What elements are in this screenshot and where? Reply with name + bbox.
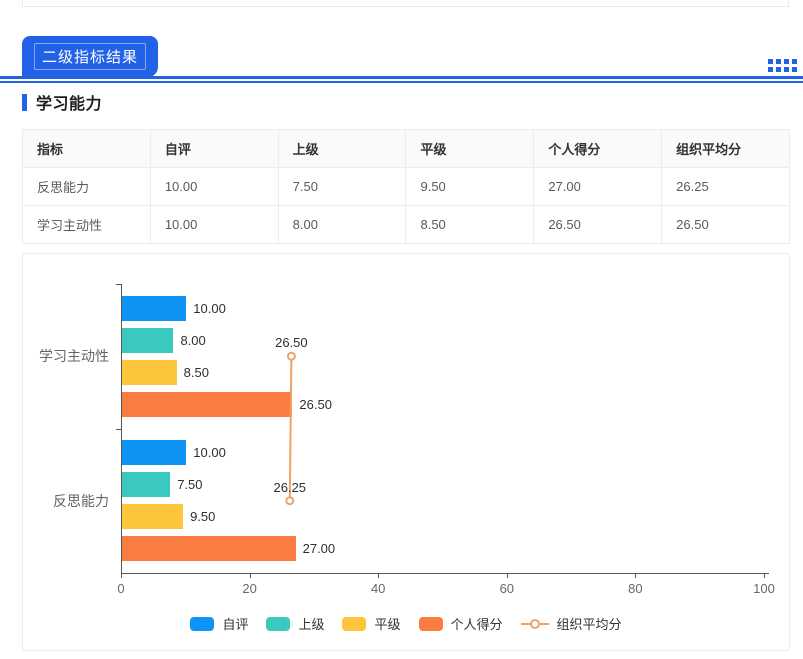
x-tick-label: 40	[370, 581, 386, 596]
bar-self-rating[interactable]	[122, 440, 187, 466]
x-tick-label: 100	[753, 581, 775, 596]
chart-panel: 0 20 40 60 80 100 学习主动性 10.00 8.00 8.50 26.50 反思能力 1…	[22, 253, 790, 651]
bar-value-label: 8.50	[183, 364, 209, 380]
bar-superior[interactable]	[122, 472, 171, 498]
header-rule-thin	[0, 81, 803, 83]
table-cell: 反思能力	[22, 167, 151, 206]
x-tick-label: 80	[628, 581, 643, 596]
table-cell: 10.00	[149, 205, 279, 244]
bar-value-label: 26.50	[299, 396, 332, 412]
x-axis-tick	[764, 573, 765, 578]
results-table-body: 反思能力 10.00 7.50 9.50 27.00 26.25 学习主动性 10.00 8.0…	[22, 167, 790, 244]
line-value-label: 26.50	[275, 335, 308, 351]
y-axis-tick	[116, 284, 121, 285]
section-title: 学习能力	[36, 96, 103, 113]
bar-personal-score[interactable]	[122, 536, 296, 562]
table-cell: 7.50	[277, 167, 407, 206]
legend-item-superior[interactable]: 上级	[266, 614, 324, 633]
column-header-2: 上级	[277, 129, 407, 168]
x-axis-tick	[635, 573, 637, 578]
table-cell: 27.00	[533, 167, 663, 206]
legend-swatch-self-rating	[190, 616, 215, 631]
tab-secondary-indicator-results[interactable]: 二级指标结果	[22, 36, 159, 77]
y-axis-line	[121, 284, 122, 573]
x-axis-line	[121, 573, 769, 574]
legend-swatch-personal-score	[418, 616, 443, 631]
column-header-3: 平级	[405, 129, 535, 168]
table-cell: 26.50	[661, 205, 790, 244]
tab-label: 二级指标结果	[34, 43, 147, 70]
table-cell: 8.50	[405, 205, 535, 244]
bar-value-label: 27.00	[302, 541, 336, 557]
bar-personal-score[interactable]	[122, 391, 293, 417]
x-tick-label: 0	[117, 581, 125, 596]
legend-label-personal-score: 个人得分	[450, 617, 503, 632]
results-table: 指标 自评 上级 平级 个人得分 组织平均分 反思能力 10.00 7.50 9.50 27.00…	[22, 129, 790, 244]
bar-peer[interactable]	[122, 504, 184, 530]
table-row: 反思能力 10.00 7.50 9.50 27.00 26.25	[22, 167, 790, 206]
bar-value-label: 9.50	[190, 509, 216, 525]
header-rule-thick	[0, 76, 803, 79]
bar-value-label: 7.50	[177, 477, 203, 493]
x-axis-tick	[249, 573, 251, 578]
x-tick-label: 60	[499, 581, 515, 596]
table-cell: 26.25	[661, 167, 790, 206]
bar-superior[interactable]	[122, 327, 174, 353]
previous-section-box	[22, 0, 789, 7]
bar-self-rating[interactable]	[122, 295, 187, 321]
legend-label-self-rating: 自评	[222, 617, 249, 632]
grid-dots-icon[interactable]	[768, 59, 797, 72]
legend-label-superior: 上级	[298, 617, 325, 632]
legend-swatch-peer	[342, 616, 367, 631]
table-cell: 学习主动性	[22, 205, 151, 244]
table-header-row: 指标 自评 上级 平级 个人得分 组织平均分	[22, 129, 790, 168]
chart-legend: 自评 上级 平级 个人得分 组织平均分	[23, 614, 789, 633]
category-label: 反思能力	[53, 492, 109, 509]
category-label: 学习主动性	[39, 348, 109, 365]
table-row: 学习主动性 10.00 8.00 8.50 26.50 26.50	[22, 205, 790, 244]
org-average-marker[interactable]	[285, 496, 295, 506]
x-axis-tick	[121, 573, 122, 578]
x-axis-tick	[506, 573, 508, 578]
legend-item-personal-score[interactable]: 个人得分	[418, 614, 503, 633]
x-tick-label: 20	[242, 581, 257, 596]
y-axis-tick	[116, 428, 121, 430]
bar-value-label: 10.00	[193, 445, 226, 461]
legend-label-org-average: 组织平均分	[556, 617, 622, 632]
bar-value-label: 8.00	[180, 332, 206, 348]
column-header-0: 指标	[22, 129, 151, 168]
section-header: 学习能力	[22, 92, 103, 113]
legend-item-org-average[interactable]: 组织平均分	[520, 614, 622, 633]
column-header-5: 组织平均分	[661, 129, 790, 168]
org-average-marker[interactable]	[286, 351, 296, 361]
legend-swatch-superior	[266, 616, 291, 631]
section-accent-bar	[22, 93, 27, 111]
table-cell: 9.50	[405, 167, 535, 206]
x-axis-tick	[378, 573, 380, 578]
column-header-1: 自评	[149, 129, 279, 168]
table-cell: 26.50	[533, 205, 663, 244]
results-table-head: 指标 自评 上级 平级 个人得分 组织平均分	[22, 129, 790, 168]
bar-value-label: 10.00	[193, 300, 226, 316]
legend-item-peer[interactable]: 平级	[342, 614, 401, 633]
line-value-label: 26.25	[273, 479, 307, 495]
bar-peer[interactable]	[122, 359, 177, 385]
table-cell: 10.00	[149, 167, 279, 206]
table-cell: 8.00	[277, 205, 407, 244]
column-header-4: 个人得分	[533, 129, 663, 168]
legend-label-peer: 平级	[374, 617, 401, 632]
legend-item-self-rating[interactable]: 自评	[190, 614, 248, 633]
legend-line-marker-org-average	[520, 617, 549, 631]
bar-chart: 0 20 40 60 80 100 学习主动性 10.00 8.00 8.50 26.50 反思能力 1…	[23, 254, 789, 650]
